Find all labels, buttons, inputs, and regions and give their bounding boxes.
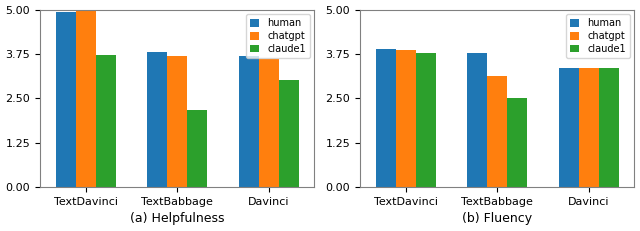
Bar (259, 59, 279, 187)
Bar (96, 55, 116, 187)
X-axis label: (a) Helpfulness: (a) Helpfulness (130, 213, 225, 225)
Bar (508, 98, 527, 187)
Bar (239, 56, 259, 187)
Legend: human, chatgpt, claude1: human, chatgpt, claude1 (246, 14, 310, 58)
Bar (467, 53, 487, 187)
Bar (56, 12, 76, 187)
Bar (487, 76, 508, 187)
Bar (416, 53, 436, 187)
Legend: human, chatgpt, claude1: human, chatgpt, claude1 (566, 14, 630, 58)
Bar (579, 68, 599, 187)
Bar (76, 11, 96, 187)
Bar (279, 80, 299, 187)
Bar (167, 56, 188, 187)
Bar (147, 52, 167, 187)
X-axis label: (b) Fluency: (b) Fluency (462, 213, 532, 225)
Bar (599, 68, 619, 187)
Bar (396, 50, 416, 187)
Bar (376, 49, 396, 187)
Bar (188, 110, 207, 187)
Bar (559, 68, 579, 187)
